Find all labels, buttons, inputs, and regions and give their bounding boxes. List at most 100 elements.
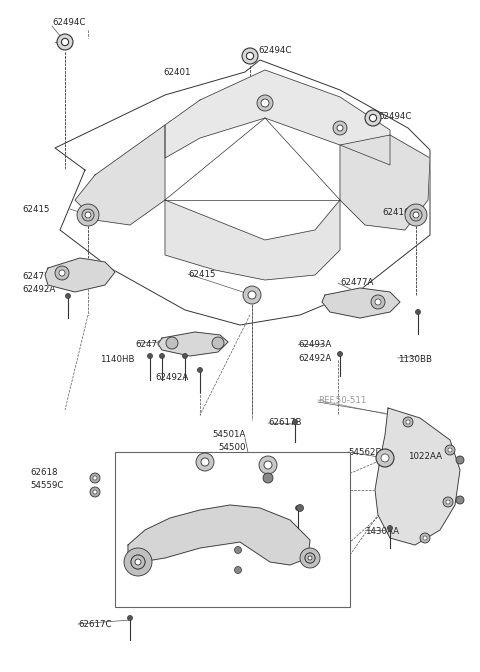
Text: 62494C: 62494C (378, 112, 411, 121)
Text: 54501A: 54501A (212, 430, 245, 439)
Circle shape (182, 353, 188, 358)
Circle shape (420, 533, 430, 543)
Bar (115, 452, 350, 607)
Text: 1022AA: 1022AA (195, 578, 229, 587)
Text: 1430AA: 1430AA (365, 527, 399, 536)
Circle shape (57, 34, 73, 50)
Text: 54530C: 54530C (285, 578, 319, 587)
Polygon shape (45, 258, 115, 292)
Circle shape (257, 95, 273, 111)
Circle shape (243, 286, 261, 304)
Circle shape (61, 38, 69, 46)
Circle shape (406, 420, 410, 424)
Text: 62476: 62476 (135, 340, 163, 349)
Polygon shape (322, 288, 400, 318)
Text: 62617B: 62617B (268, 418, 301, 427)
Circle shape (242, 48, 258, 64)
Circle shape (147, 353, 153, 358)
Circle shape (446, 500, 450, 504)
Circle shape (376, 449, 394, 467)
Polygon shape (165, 70, 390, 165)
Circle shape (93, 476, 97, 480)
Circle shape (305, 553, 315, 563)
Circle shape (297, 505, 303, 511)
Circle shape (308, 556, 312, 560)
Text: 62492A: 62492A (155, 373, 188, 382)
Circle shape (405, 204, 427, 226)
Text: 1022AA: 1022AA (195, 548, 229, 557)
Circle shape (337, 351, 343, 357)
Polygon shape (165, 200, 340, 280)
Circle shape (83, 210, 93, 220)
Circle shape (423, 536, 427, 540)
Circle shape (159, 353, 165, 358)
Circle shape (259, 456, 277, 474)
Text: REF.50-511: REF.50-511 (318, 396, 366, 405)
Circle shape (337, 125, 343, 131)
Text: 62477A: 62477A (340, 278, 373, 287)
Circle shape (296, 505, 300, 511)
Circle shape (135, 559, 141, 565)
Text: 54559C: 54559C (30, 481, 63, 490)
Circle shape (443, 497, 453, 507)
Circle shape (90, 487, 100, 497)
Circle shape (445, 445, 455, 455)
Text: 62618: 62618 (30, 468, 58, 477)
Circle shape (166, 337, 178, 349)
Polygon shape (375, 408, 460, 545)
Circle shape (371, 295, 385, 309)
Circle shape (411, 210, 421, 220)
Circle shape (410, 209, 422, 221)
Text: 62416: 62416 (382, 208, 409, 217)
Text: 55275A: 55275A (155, 470, 188, 479)
Text: 62494C: 62494C (258, 46, 291, 55)
Text: 62492A: 62492A (22, 285, 55, 294)
Circle shape (201, 458, 209, 466)
Text: 62617C: 62617C (78, 620, 111, 629)
Text: 62415: 62415 (22, 205, 49, 214)
Circle shape (55, 266, 69, 280)
Circle shape (403, 417, 413, 427)
Circle shape (248, 291, 256, 299)
Text: 62477: 62477 (22, 272, 49, 281)
Text: 54500: 54500 (218, 443, 245, 452)
Circle shape (370, 114, 377, 122)
Text: 62492A: 62492A (298, 354, 331, 363)
Polygon shape (55, 60, 430, 325)
Circle shape (416, 310, 420, 314)
Circle shape (305, 553, 315, 563)
Circle shape (93, 490, 97, 494)
Text: 62476A: 62476A (340, 291, 373, 300)
Circle shape (90, 473, 100, 483)
Circle shape (300, 548, 320, 568)
Circle shape (82, 209, 94, 221)
Circle shape (365, 110, 381, 126)
Text: 1022AA: 1022AA (408, 452, 442, 461)
Circle shape (131, 555, 145, 569)
Circle shape (65, 294, 71, 298)
Circle shape (235, 566, 241, 573)
Circle shape (456, 496, 464, 504)
Circle shape (387, 526, 393, 530)
Text: 54519B: 54519B (295, 519, 328, 528)
Circle shape (456, 456, 464, 464)
Polygon shape (158, 332, 228, 356)
Circle shape (261, 99, 269, 107)
Circle shape (85, 212, 91, 218)
Circle shape (333, 121, 347, 135)
Text: 1140HB: 1140HB (100, 355, 134, 364)
Circle shape (235, 546, 241, 554)
Text: 62401: 62401 (163, 68, 191, 77)
Text: 54562D: 54562D (348, 448, 382, 457)
Circle shape (212, 337, 224, 349)
Circle shape (375, 299, 381, 305)
Text: 62493A: 62493A (298, 340, 331, 349)
Polygon shape (75, 125, 165, 225)
Circle shape (263, 473, 273, 483)
Text: 62415: 62415 (188, 270, 216, 279)
Text: 54561D: 54561D (295, 506, 329, 515)
Circle shape (197, 368, 203, 372)
Circle shape (59, 270, 65, 276)
Circle shape (292, 419, 298, 425)
Text: 62494C: 62494C (52, 18, 85, 27)
